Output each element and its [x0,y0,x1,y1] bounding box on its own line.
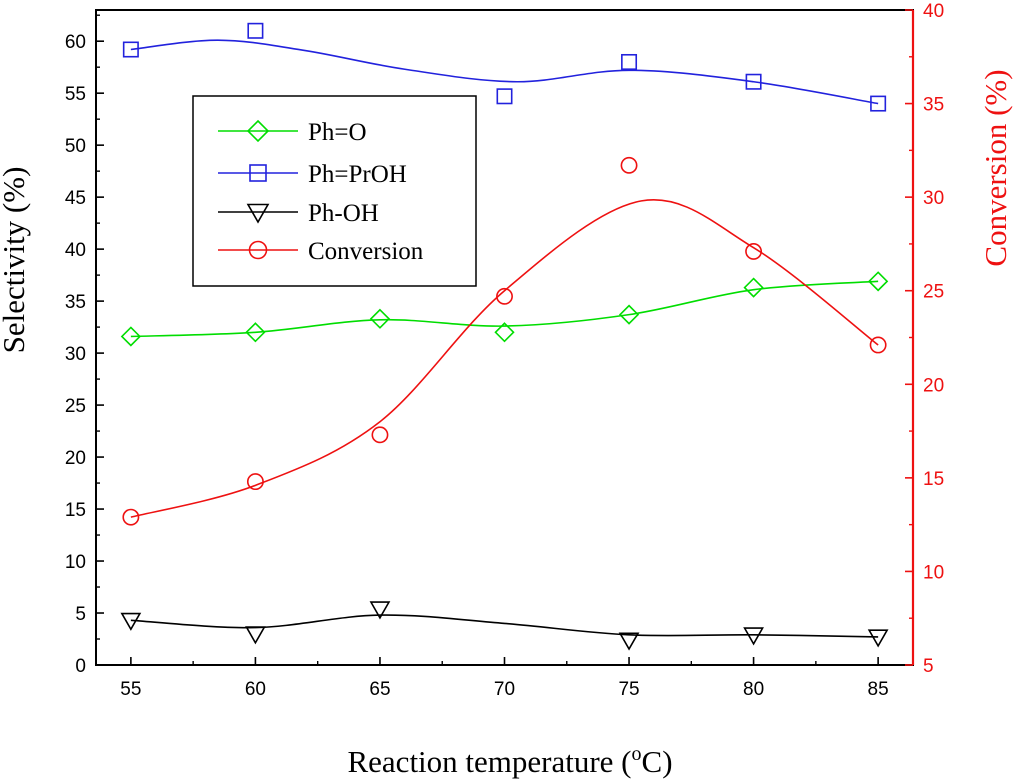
point-ph-proh [122,41,139,58]
legend-marker-conversion [248,240,268,260]
y-right-tick-label: 15 [923,469,944,490]
point-conversion [745,242,763,260]
y-right-tick-label: 35 [923,95,944,116]
point-ph-oh [120,612,142,631]
y-left-tick-label: 45 [65,188,86,209]
point-conversion [869,336,887,354]
point-ph-oh [867,629,889,648]
point-conversion [371,426,389,444]
x-axis-title: Reaction temperature (oC) [347,743,672,779]
y-left-tick-label: 25 [65,396,86,417]
y-right-tick-label: 40 [923,1,944,22]
x-tick-label: 65 [369,679,390,700]
data-markers [120,22,889,651]
point-ph-proh [247,22,264,39]
point-ph-o [120,326,142,347]
y-left-tick-label: 20 [65,448,86,469]
point-ph-o [743,277,764,298]
legend-label-ph-o: Ph=O [308,119,367,146]
fit-curve-ph-o [130,280,879,338]
y-left-tick-label: 60 [65,32,86,53]
legend-label-conversion: Conversion [308,238,424,265]
legend-marker-ph-proh [249,164,267,182]
point-ph-oh [743,627,764,646]
point-conversion [496,287,513,305]
y-right-tick-label: 10 [923,562,944,583]
y-left-tick-label: 40 [65,240,86,261]
legend-marker-ph-o [246,119,270,143]
y-left-tick-label: 50 [65,136,86,157]
point-ph-o [369,308,391,329]
y-left-tick-label: 5 [75,604,86,625]
point-ph-o [245,322,266,343]
fit-curve-ph-proh [130,39,879,105]
point-ph-proh [621,53,638,70]
x-tick-label: 75 [618,679,639,700]
x-tick-label: 70 [494,679,515,700]
y-axis-left-title: Selectivity (%) [0,167,31,354]
y-left-tick-label: 30 [65,344,86,365]
legend-label-ph-proh: Ph=PrOH [308,161,407,188]
y-right-tick-label: 5 [923,656,934,677]
y-left-tick-label: 35 [65,292,86,313]
point-ph-proh [496,88,513,105]
point-ph-o [618,304,640,325]
point-ph-o [494,322,515,343]
legend: Ph=O Ph=PrOH Ph-OH Conversion [192,95,477,287]
y-left-tick-label: 0 [75,656,86,677]
y-right-tick-label: 25 [923,282,944,303]
x-tick-label: 55 [120,679,141,700]
point-ph-oh [618,632,640,651]
x-axis: 55 60 65 70 75 80 85 [120,657,889,700]
x-tick-label: 80 [743,679,764,700]
y-left-tick-label: 10 [65,552,86,573]
legend-label-ph-oh: Ph-OH [308,200,379,227]
y-axis-right-title: Conversion (%) [978,69,1013,266]
y-left-tick-label: 15 [65,500,86,521]
x-tick-label: 60 [245,679,266,700]
point-conversion [122,508,140,526]
legend-box [192,95,477,287]
y-right-tick-label: 20 [923,375,944,396]
point-ph-oh [245,626,266,645]
point-ph-proh [870,95,887,112]
point-conversion [246,473,264,491]
y-left-tick-label: 55 [65,84,86,105]
x-tick-label: 85 [868,679,889,700]
fit-curve-conversion [130,199,879,518]
y-right-tick-label: 30 [923,188,944,209]
point-ph-o [867,271,889,292]
y-axis-left: 0 5 10 15 20 25 30 35 40 45 50 55 60 [65,14,104,677]
point-conversion [620,156,638,174]
legend-marker-ph-oh [246,203,270,224]
point-ph-oh [369,601,391,620]
point-ph-proh [745,73,762,90]
y-axis-right: 5 10 15 20 25 30 35 40 [905,1,944,677]
